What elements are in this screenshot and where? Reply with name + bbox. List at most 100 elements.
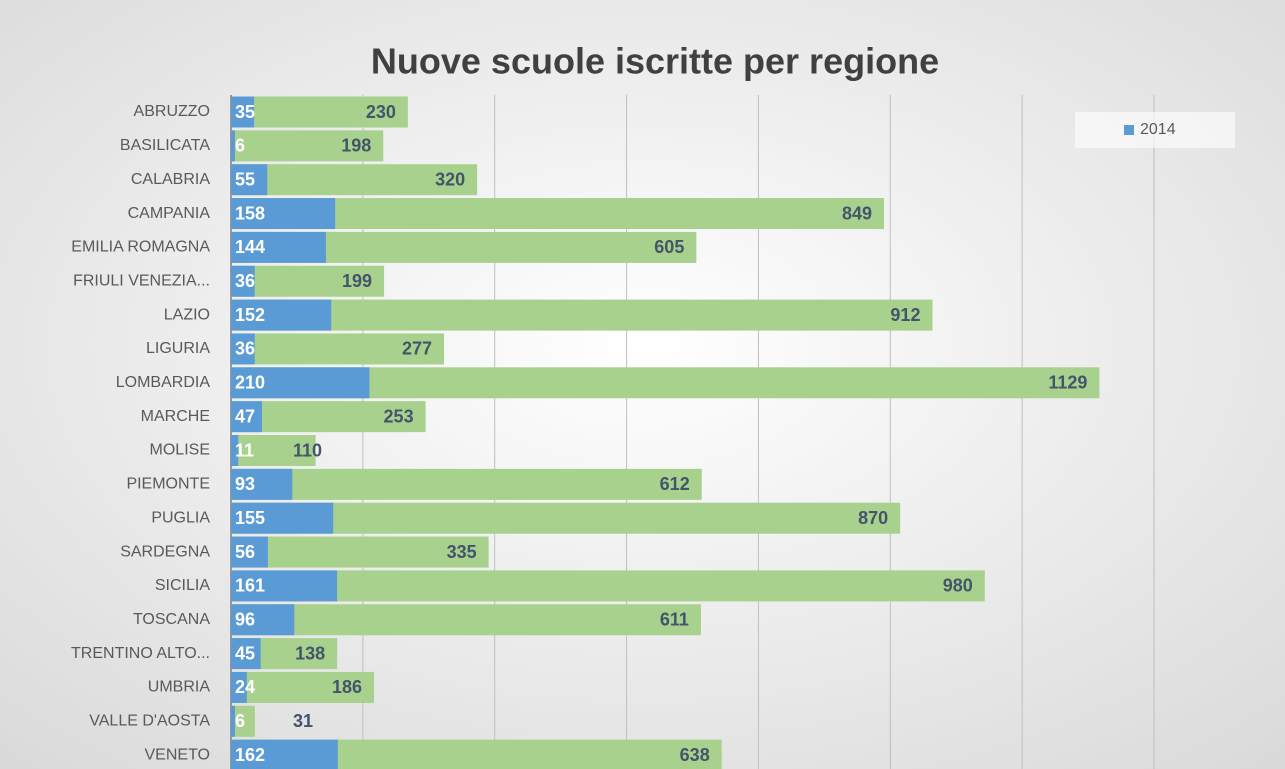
data-label: 138 xyxy=(295,643,325,663)
data-label: 161 xyxy=(235,576,265,596)
y-tick-label: SICILIA xyxy=(155,577,210,594)
data-label: 11 xyxy=(235,440,254,460)
bar xyxy=(231,299,332,331)
data-label: 6 xyxy=(235,136,245,156)
y-tick-label: CAMPANIA xyxy=(128,205,211,222)
bar xyxy=(231,435,316,466)
data-label: 638 xyxy=(680,745,710,765)
data-label: 158 xyxy=(235,203,265,223)
bar xyxy=(231,638,261,670)
bar xyxy=(231,401,262,433)
data-label: 1129 xyxy=(1048,373,1087,393)
data-label: 199 xyxy=(342,271,372,291)
bar xyxy=(231,265,385,297)
data-label: 31 xyxy=(293,711,313,731)
y-tick-label: PIEMONTE xyxy=(126,476,210,493)
bar xyxy=(231,536,268,568)
bar xyxy=(231,198,885,230)
bar xyxy=(231,468,702,500)
bar xyxy=(231,164,478,196)
data-label: 110 xyxy=(293,440,322,460)
bar xyxy=(231,536,489,568)
data-label: 47 xyxy=(235,406,255,426)
y-tick-label: MOLISE xyxy=(150,442,210,459)
data-label: 320 xyxy=(435,169,465,189)
data-label: 56 xyxy=(235,542,255,562)
bar xyxy=(231,299,933,331)
data-label: 93 xyxy=(235,474,255,494)
y-tick-label: TRENTINO ALTO... xyxy=(71,645,210,662)
bar xyxy=(231,401,426,433)
bar xyxy=(231,671,247,703)
data-label: 45 xyxy=(235,643,255,663)
bar xyxy=(231,198,336,230)
bar xyxy=(231,502,334,534)
bar xyxy=(231,333,445,365)
data-label: 912 xyxy=(890,305,920,325)
bar xyxy=(231,570,338,602)
data-label: 186 xyxy=(332,677,362,697)
legend-label: 2014 xyxy=(1140,121,1176,138)
bar xyxy=(231,671,375,703)
data-label: 253 xyxy=(384,406,414,426)
data-label: 24 xyxy=(235,677,255,697)
bar xyxy=(231,468,293,500)
bar xyxy=(231,604,701,636)
data-label: 144 xyxy=(235,237,265,257)
y-tick-label: PUGLIA xyxy=(151,509,210,526)
y-tick-label: MARCHE xyxy=(141,408,210,425)
chart-title: Nuove scuole iscritte per regione xyxy=(371,41,939,82)
y-tick-label: VALLE D'AOSTA xyxy=(89,713,210,730)
legend-box xyxy=(1075,112,1235,148)
data-label: 870 xyxy=(858,508,888,528)
y-tick-label: SARDEGNA xyxy=(120,543,210,560)
data-label: 152 xyxy=(235,305,265,325)
bar xyxy=(231,705,235,737)
data-label: 162 xyxy=(235,745,265,765)
y-tick-label: VENETO xyxy=(145,746,211,763)
bar xyxy=(231,265,255,297)
data-label: 55 xyxy=(235,169,255,189)
data-label: 198 xyxy=(341,136,371,156)
bar xyxy=(231,502,901,534)
bar xyxy=(231,96,408,128)
y-tick-label: LIGURIA xyxy=(146,340,210,357)
data-label: 155 xyxy=(235,508,265,528)
bar xyxy=(231,231,326,263)
data-label: 611 xyxy=(660,610,689,630)
data-label: 277 xyxy=(402,339,432,359)
legend-swatch xyxy=(1124,125,1134,135)
data-label: 335 xyxy=(447,542,477,562)
data-label: 605 xyxy=(654,237,684,257)
bars xyxy=(231,96,1100,769)
y-tick-label: TOSCANA xyxy=(133,611,210,628)
y-tick-label: BASILICATA xyxy=(120,137,210,154)
y-tick-label: UMBRIA xyxy=(148,679,211,696)
y-tick-label: CALABRIA xyxy=(131,171,210,188)
data-label: 36 xyxy=(235,271,255,291)
bar xyxy=(231,367,1100,399)
y-tick-label: FRIULI VENEZIA... xyxy=(73,272,210,289)
y-tick-label: LAZIO xyxy=(164,306,210,323)
data-label: 6 xyxy=(235,711,245,731)
y-tick-label: EMILIA ROMAGNA xyxy=(71,239,210,256)
legend: 2014 xyxy=(1124,121,1176,138)
bar xyxy=(231,333,255,365)
bar xyxy=(231,130,235,162)
bar xyxy=(231,570,985,602)
y-tick-label: ABRUZZO xyxy=(134,103,210,120)
labels: ABRUZZO 230 35 BASILICATA 198 6 CALABRIA 320 55 C… xyxy=(71,102,1087,765)
bar xyxy=(231,96,255,128)
bar xyxy=(231,164,268,196)
bar xyxy=(231,367,370,399)
data-label: 35 xyxy=(235,102,255,122)
bar xyxy=(231,435,239,466)
bar xyxy=(231,604,295,636)
y-tick-label: LOMBARDIA xyxy=(116,374,211,391)
data-label: 36 xyxy=(235,339,255,359)
data-label: 980 xyxy=(943,576,973,596)
bar xyxy=(231,739,338,769)
data-label: 230 xyxy=(366,102,396,122)
bar xyxy=(231,705,255,737)
